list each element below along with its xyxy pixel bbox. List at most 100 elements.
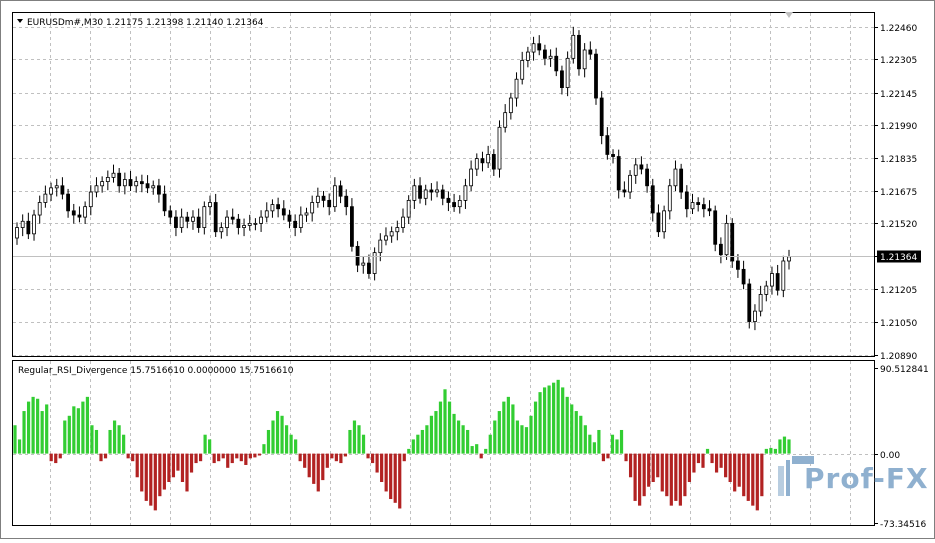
- candle-body: [264, 210, 269, 218]
- indicator-bar: [384, 453, 388, 492]
- dropdown-triangle-icon[interactable]: [17, 19, 23, 23]
- indicator-bar: [696, 453, 701, 464]
- indicator-bar: [561, 387, 565, 454]
- indicator-bar: [438, 401, 443, 454]
- candle-body: [684, 191, 689, 210]
- candle-body: [122, 179, 127, 187]
- candle-body: [520, 60, 525, 80]
- candle-body: [372, 252, 377, 274]
- candle-body: [696, 202, 701, 205]
- candle-body: [253, 222, 258, 225]
- candle-body: [281, 208, 286, 216]
- indicator-bar: [171, 453, 176, 478]
- indicator-bar: [456, 420, 461, 454]
- indicator-bar: [728, 453, 732, 482]
- indicator-bar: [610, 434, 615, 454]
- indicator-bar: [597, 429, 601, 454]
- candle-body: [679, 168, 684, 193]
- candle-body: [406, 200, 411, 218]
- indicator-bar: [764, 448, 768, 454]
- indicator-bar: [552, 382, 556, 454]
- indicator-bar: [651, 453, 655, 482]
- price-axis: 1.22460 1.22305 1.22145 1.21990 1.21835 1.216…: [874, 24, 921, 362]
- price-axis-label: 1.21835: [880, 155, 917, 165]
- candle-body: [230, 216, 235, 220]
- candle-body: [736, 260, 740, 270]
- indicator-bar: [325, 453, 329, 468]
- candle-body: [611, 154, 615, 157]
- indicator-bar: [149, 453, 153, 506]
- indicator-bar: [411, 439, 415, 454]
- indicator-bar: [217, 453, 221, 462]
- indicator-bar: [665, 453, 669, 497]
- candle-body: [474, 158, 479, 170]
- candle-body: [236, 218, 241, 228]
- indicator-bar: [619, 429, 624, 454]
- indicator-bar: [606, 453, 610, 459]
- indicator-bar: [189, 453, 194, 473]
- indicator-bar: [230, 453, 234, 464]
- candle-body: [594, 53, 598, 99]
- price-axis-label: 1.21205: [880, 286, 917, 296]
- candle-body: [71, 210, 76, 216]
- candle-body: [525, 51, 530, 61]
- indicator-panel[interactable]: [12, 360, 875, 526]
- indicator-bar: [357, 425, 361, 454]
- candle-body: [162, 193, 167, 212]
- indicator-bar: [158, 453, 162, 497]
- candle-body: [111, 172, 116, 178]
- indicator-bar: [710, 453, 714, 464]
- indicator-bar: [67, 415, 71, 454]
- shift-marker-icon[interactable]: [785, 12, 793, 18]
- candle-body: [418, 185, 422, 199]
- indicator-bar: [447, 401, 452, 454]
- indicator-bar: [402, 453, 406, 462]
- indicator-bar: [434, 411, 438, 454]
- indicator-bar: [669, 453, 673, 506]
- indicator-bar: [398, 453, 402, 509]
- candle-body: [543, 49, 547, 59]
- indicator-bar: [380, 453, 384, 482]
- indicator-bar: [26, 401, 31, 454]
- candle-body: [457, 200, 462, 208]
- indicator-bar: [298, 453, 302, 462]
- candle-body: [429, 189, 434, 193]
- candle-body: [276, 204, 281, 210]
- indicator-bar: [303, 453, 307, 468]
- indicator-bar: [705, 448, 710, 454]
- indicator-bar: [683, 453, 687, 497]
- candle-body: [43, 193, 48, 203]
- candle-body: [571, 34, 576, 59]
- candle-body: [588, 49, 593, 55]
- indicator-bar: [248, 453, 252, 459]
- candle-body: [724, 222, 729, 256]
- candle-body: [139, 181, 144, 185]
- candle-body: [667, 185, 672, 212]
- indicator-bar: [642, 453, 646, 497]
- candle-body: [378, 239, 383, 254]
- candle-body: [497, 126, 502, 170]
- indicator-bar: [778, 439, 782, 454]
- indicator-bar: [307, 453, 311, 478]
- price-panel[interactable]: [12, 12, 875, 357]
- price-axis-label: 1.21520: [880, 220, 917, 230]
- indicator-bar: [484, 448, 488, 454]
- indicator-bar: [140, 453, 144, 492]
- candle-body: [452, 202, 456, 208]
- current-price-box: [877, 250, 921, 263]
- indicator-bar: [312, 453, 316, 484]
- price-axis-label: 1.20890: [880, 352, 917, 362]
- candle-body: [185, 216, 190, 222]
- indicator-bar: [226, 453, 230, 468]
- indicator-bar: [520, 425, 524, 454]
- candle-body: [202, 206, 207, 228]
- candle-body: [293, 220, 298, 228]
- indicator-bar: [235, 453, 239, 459]
- candle-body: [151, 185, 156, 189]
- candle-body: [486, 154, 491, 164]
- indicator-bar: [719, 453, 723, 468]
- indicator-bar: [466, 429, 470, 454]
- candle-body: [656, 212, 661, 233]
- candle-body: [355, 245, 360, 266]
- price-axis-label: 1.22460: [880, 24, 917, 34]
